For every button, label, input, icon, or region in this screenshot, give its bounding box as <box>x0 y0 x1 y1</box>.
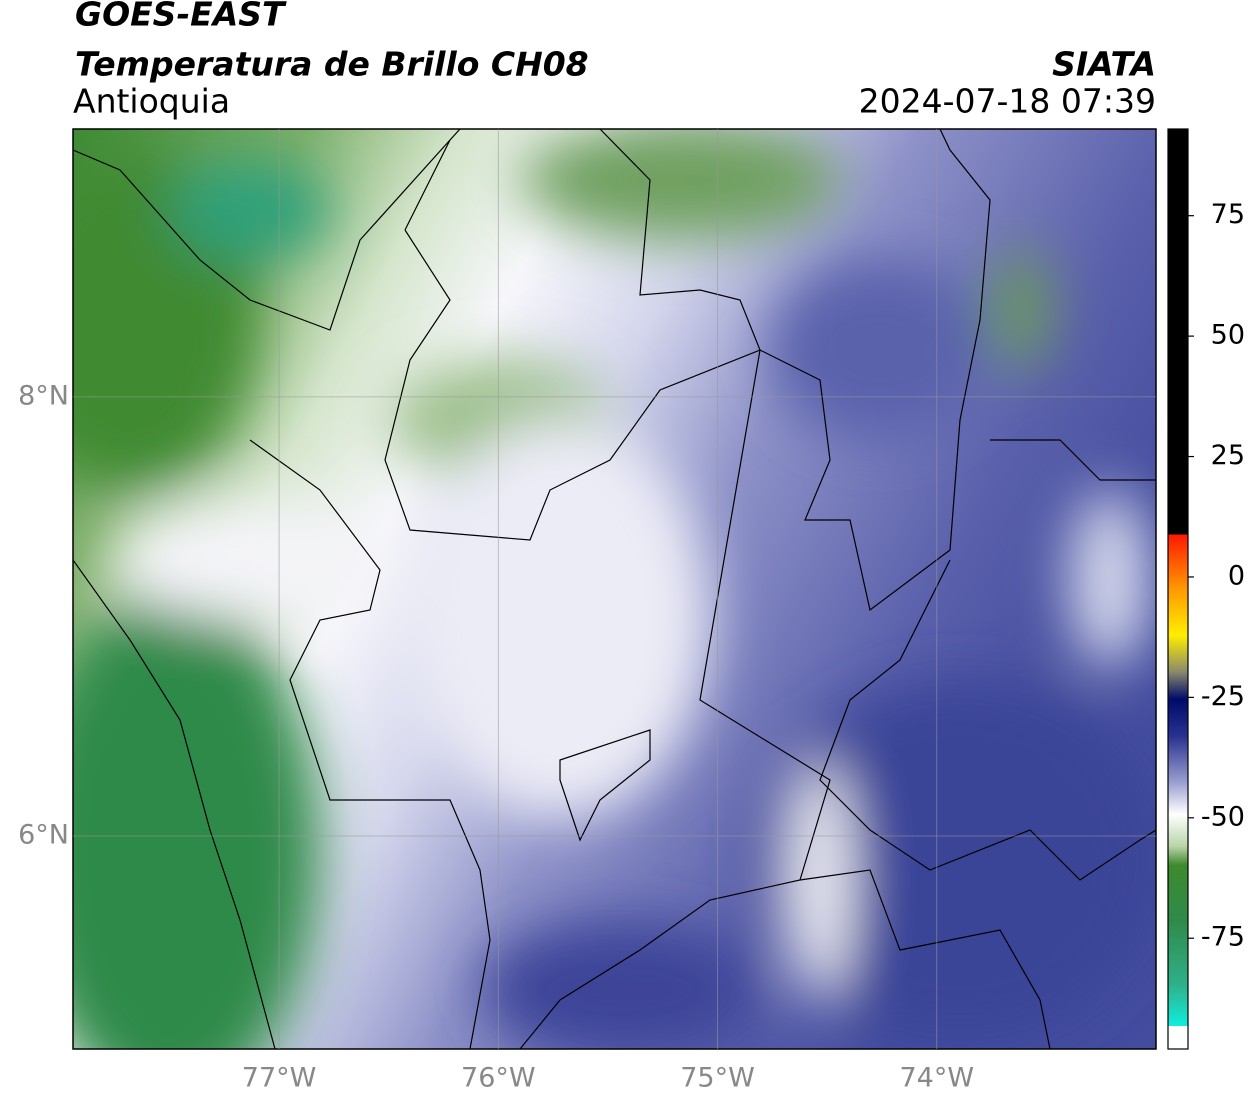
x-tick-label: 74°W <box>899 1063 974 1094</box>
map-frame <box>72 128 1157 1050</box>
x-tick-label: 75°W <box>680 1063 755 1094</box>
colorbar-tick-label: -75 <box>1201 922 1245 953</box>
colorbar-tick-label: -50 <box>1201 801 1245 832</box>
colorbar-tick-label: -25 <box>1201 681 1245 712</box>
source: SIATA <box>1052 45 1156 84</box>
x-tick-label: 76°W <box>461 1063 536 1094</box>
brightness-temperature-field <box>73 129 1156 1049</box>
colorbar-tick-label: 0 <box>1228 560 1245 591</box>
x-tick-label: 77°W <box>242 1063 317 1094</box>
graticule <box>73 129 1156 1049</box>
colorbar-tick-label: 25 <box>1211 440 1245 471</box>
colorbar-tick-label: 75 <box>1211 199 1245 230</box>
colorbar <box>1167 128 1189 1050</box>
datetime: 2024-07-18 07:39 <box>859 82 1156 121</box>
title: GOES-EAST <box>75 0 287 34</box>
region: Antioquia <box>73 82 230 121</box>
y-tick-label: 8°N <box>18 380 69 411</box>
y-tick-label: 6°N <box>18 820 69 851</box>
colorbar-tick-label: 50 <box>1211 320 1245 351</box>
subtitle: Temperatura de Brillo CH08 <box>75 45 589 84</box>
